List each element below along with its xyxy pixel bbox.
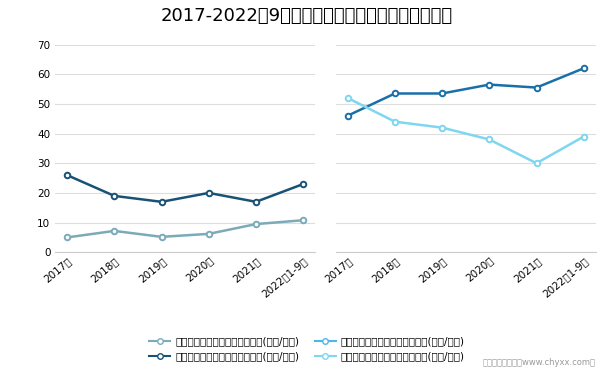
Text: 制图：智研咨询（www.chyxx.com）: 制图：智研咨询（www.chyxx.com） bbox=[483, 358, 596, 367]
Legend: 乙烯聚合物制电池隔膜出口均价(美元/千克), 丙烯聚合物制电池隔膜出口均价(美元/千克), 乙烯聚合物制电池隔膜进口均价(美元/千克), 丙烯聚合物制电池隔膜进: 乙烯聚合物制电池隔膜出口均价(美元/千克), 丙烯聚合物制电池隔膜出口均价(美元… bbox=[145, 332, 469, 366]
Text: 2017-2022年9月中国电池隔膜细分产品进出口均价: 2017-2022年9月中国电池隔膜细分产品进出口均价 bbox=[161, 7, 453, 26]
